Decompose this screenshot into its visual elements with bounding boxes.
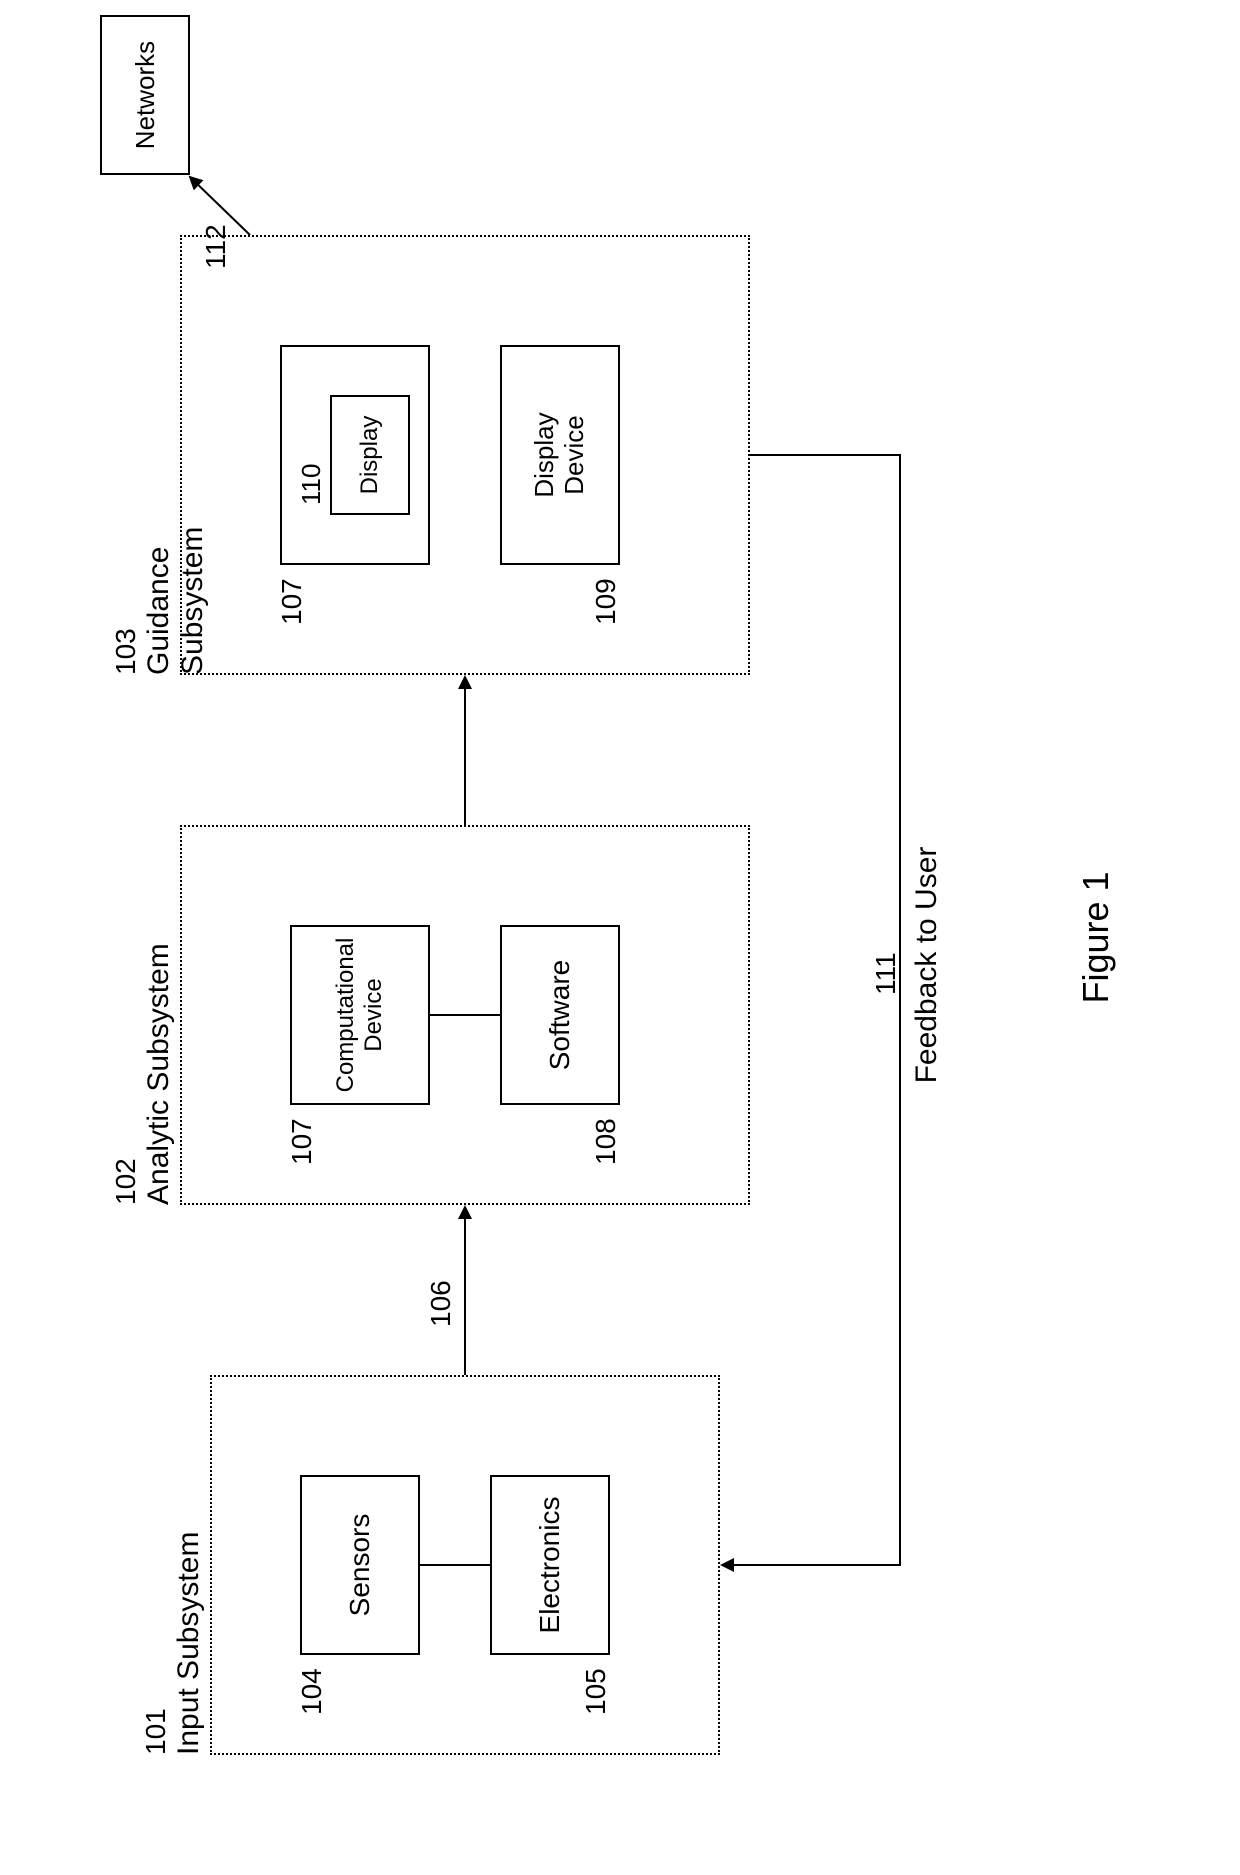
- display-inner-num: 110: [296, 464, 327, 505]
- comp-device-a-box: Computational Device: [290, 925, 430, 1105]
- display-device-label: Display Device: [530, 412, 590, 497]
- sensors-num: 104: [296, 1668, 328, 1715]
- analytic-subsystem-title: Analytic Subsystem: [142, 943, 176, 1205]
- comp-device-b-num: 107: [276, 578, 308, 625]
- comp-device-a-label: Computational Device: [332, 938, 387, 1093]
- software-num: 108: [590, 1118, 622, 1165]
- software-box: Software: [500, 925, 620, 1105]
- input-subsystem-box: [210, 1375, 720, 1755]
- input-subsystem-num: 101: [140, 1708, 172, 1755]
- display-inner-box: Display: [330, 395, 410, 515]
- electronics-num: 105: [580, 1668, 612, 1715]
- display-device-box: Display Device: [500, 345, 620, 565]
- guidance-subsystem-title: Guidance Subsystem: [142, 527, 210, 675]
- comp-device-a-num: 107: [286, 1118, 318, 1165]
- software-label: Software: [544, 960, 576, 1071]
- electronics-box: Electronics: [490, 1475, 610, 1655]
- sensors-label: Sensors: [344, 1514, 376, 1617]
- electronics-label: Electronics: [534, 1497, 566, 1634]
- edge-106-num: 106: [425, 1280, 457, 1327]
- guidance-subsystem-num: 103: [110, 628, 142, 675]
- edge-112-num: 112: [200, 224, 232, 269]
- feedback-label: Feedback to User: [910, 815, 944, 1115]
- analytic-subsystem-box: [180, 825, 750, 1205]
- input-subsystem-title: Input Subsystem: [172, 1532, 206, 1755]
- edge-111-num: 111: [870, 952, 902, 995]
- networks-box: Networks: [100, 15, 190, 175]
- sensors-box: Sensors: [300, 1475, 420, 1655]
- display-device-num: 109: [590, 578, 622, 625]
- analytic-subsystem-num: 102: [110, 1158, 142, 1205]
- figure-caption: Figure 1: [1075, 0, 1117, 1875]
- networks-label: Networks: [130, 41, 161, 149]
- display-inner-label: Display: [356, 416, 384, 495]
- guidance-subsystem-box: [180, 235, 750, 675]
